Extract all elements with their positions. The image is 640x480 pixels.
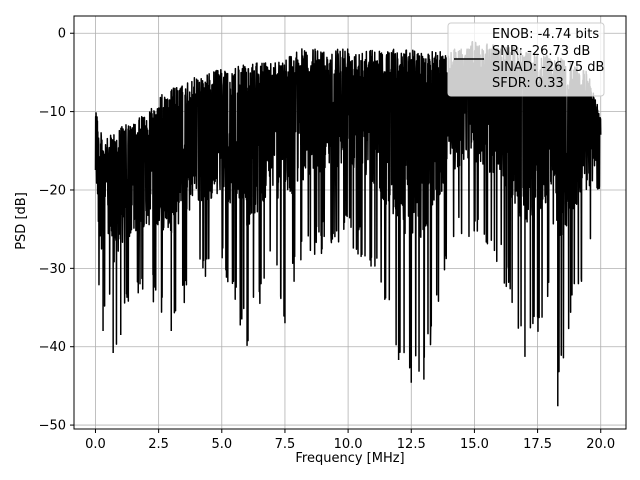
x-axis-label: Frequency [MHz] — [295, 451, 404, 466]
x-tick-label: 15.0 — [460, 437, 489, 452]
x-tick-label: 20.0 — [586, 437, 615, 452]
axes-frame — [73, 15, 627, 430]
psd-series-line — [94, 41, 602, 407]
legend-box — [447, 22, 605, 97]
y-tick-label: 0 — [58, 27, 66, 42]
x-tick-label: 17.5 — [523, 437, 552, 452]
y-tick-label: −20 — [39, 183, 66, 198]
y-axis-ticks: 0 −10 −20 −30 −40 −50 — [39, 27, 74, 434]
y-axis-label: PSD [dB] — [14, 192, 29, 250]
legend-entry-enob: ENOB: -4.74 bits — [492, 27, 599, 42]
legend-entry-sinad: SINAD: -26.75 dB — [492, 60, 604, 75]
y-tick-label: −30 — [39, 262, 66, 277]
y-tick-label: −40 — [39, 340, 66, 355]
plot-area — [94, 41, 602, 407]
x-tick-label: 10.0 — [334, 437, 363, 452]
x-tick-label: 7.5 — [275, 437, 296, 452]
x-tick-label: 2.5 — [148, 437, 169, 452]
x-tick-label: 0.0 — [85, 437, 106, 452]
x-tick-label: 12.5 — [397, 437, 426, 452]
legend-entry-sfdr: SFDR: 0.33 — [492, 76, 564, 91]
y-tick-label: −50 — [39, 419, 66, 434]
legend-entry-snr: SNR: -26.73 dB — [492, 44, 590, 59]
legend: ENOB: -4.74 bits SNR: -26.73 dB SINAD: -… — [447, 22, 605, 97]
x-tick-label: 5.0 — [211, 437, 232, 452]
x-axis-ticks: 0.0 2.5 5.0 7.5 10.0 12.5 15.0 17.5 20.0 — [85, 429, 615, 452]
y-tick-label: −10 — [39, 105, 66, 120]
